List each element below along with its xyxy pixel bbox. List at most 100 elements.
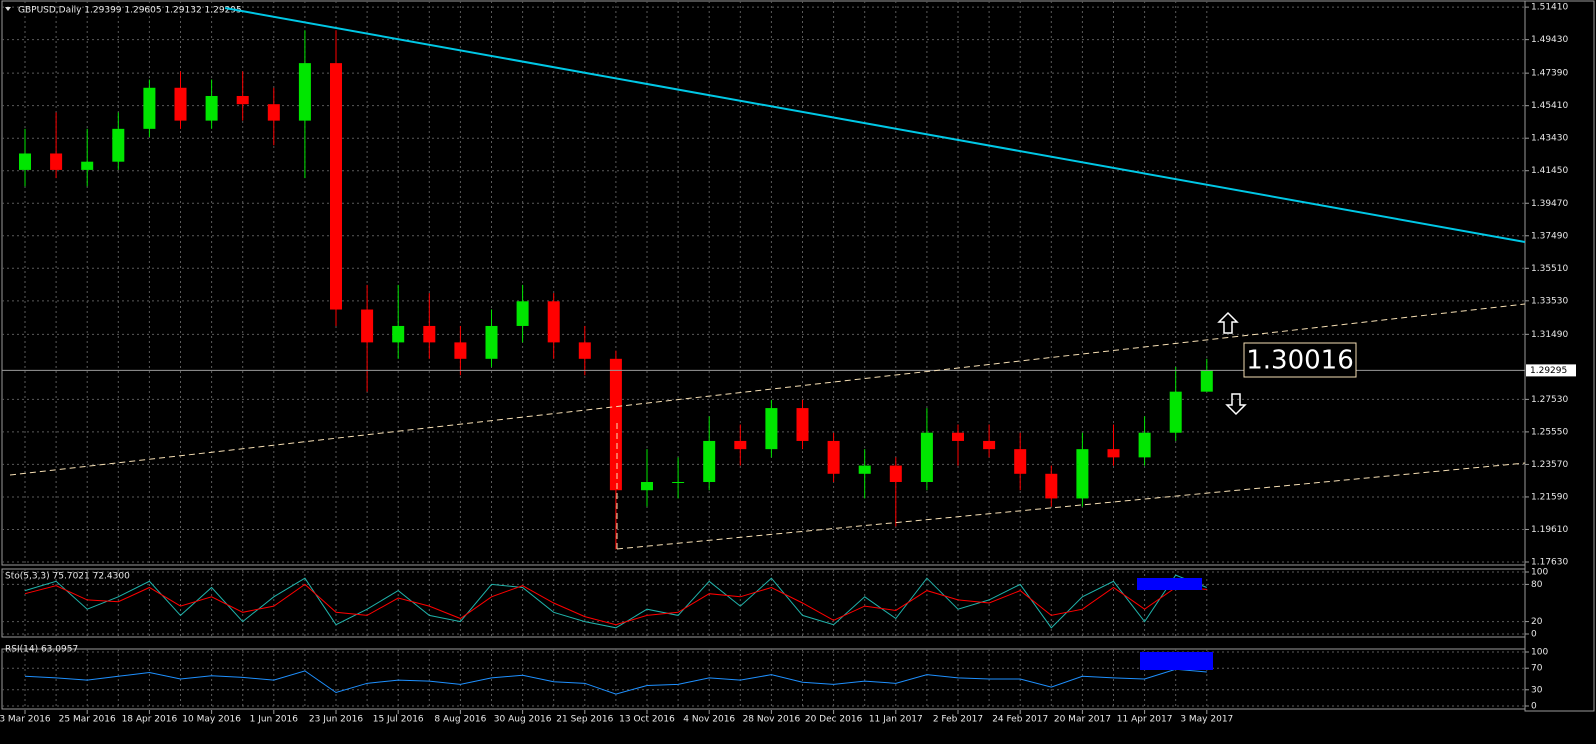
candle-body <box>81 161 94 170</box>
candle-body <box>174 87 187 121</box>
candle-body <box>143 87 156 129</box>
panel-title: Sto(5,3,3) 75.7021 72.4300 <box>5 572 130 582</box>
candle-body <box>516 301 529 326</box>
y-tick-label: 1.17630 <box>1531 558 1568 568</box>
candle-body <box>858 465 871 474</box>
candle-body <box>50 153 63 170</box>
y-tick-label: 1.49430 <box>1531 35 1568 45</box>
y-tick-label: 100 <box>1531 568 1548 578</box>
y-tick-label: 20 <box>1531 617 1543 627</box>
y-tick-label: 1.43430 <box>1531 134 1568 144</box>
candle-body <box>672 482 685 484</box>
candle-body <box>1045 473 1058 499</box>
x-tick-label: 11 Jan 2017 <box>869 715 923 725</box>
candle-body <box>765 408 778 450</box>
panel-title: RSI(14) 63.0957 <box>5 645 78 655</box>
candle-body <box>952 432 964 441</box>
candle-body <box>1138 432 1151 458</box>
y-tick-label: 1.27530 <box>1531 395 1568 405</box>
candle-body <box>236 95 249 105</box>
candle-body <box>547 301 560 343</box>
x-tick-label: 25 Mar 2016 <box>59 715 116 725</box>
y-tick-label: 100 <box>1531 648 1548 658</box>
candle-body <box>609 358 622 491</box>
y-tick-label: 80 <box>1531 580 1543 590</box>
candle-body <box>889 465 902 483</box>
candle-body <box>827 440 840 474</box>
indicator-line <box>24 583 1207 626</box>
candle-body <box>578 342 591 359</box>
y-tick-label: 1.51410 <box>1531 3 1568 13</box>
candle-body <box>1107 449 1120 458</box>
annotation: 1.30016 <box>1246 346 1354 376</box>
x-tick-label: 1 Jun 2016 <box>250 715 299 725</box>
y-tick-label: 1.25550 <box>1531 427 1568 437</box>
menu-triangle <box>5 7 11 11</box>
highlight-box <box>1137 578 1202 590</box>
indicator-line <box>24 668 1207 695</box>
candle-body <box>703 440 716 483</box>
x-tick-label: 13 Oct 2016 <box>619 715 675 725</box>
x-tick-label: 20 Dec 2016 <box>805 715 863 725</box>
y-tick-label: 1.47390 <box>1531 69 1568 79</box>
x-tick-label: 15 Jul 2016 <box>373 715 424 725</box>
x-tick-label: 3 May 2017 <box>1180 715 1233 725</box>
y-tick-label: 70 <box>1531 664 1543 674</box>
candle-body <box>112 128 125 162</box>
candle-body <box>19 153 31 170</box>
candle-body <box>392 325 405 343</box>
x-tick-label: 20 Mar 2017 <box>1054 715 1111 725</box>
y-tick-label: 1.39470 <box>1531 199 1568 209</box>
y-tick-label: 1.21590 <box>1531 492 1568 502</box>
candle-body <box>423 325 436 343</box>
y-tick-label: 30 <box>1531 685 1543 695</box>
current-price-tag <box>1526 364 1576 377</box>
x-tick-label: 11 Apr 2017 <box>1117 715 1173 725</box>
y-tick-label: 1.19610 <box>1531 525 1568 535</box>
y-tick-label: 1.41450 <box>1531 166 1568 176</box>
x-tick-label: 8 Aug 2016 <box>434 715 486 725</box>
candle-body <box>485 325 498 359</box>
arrow-down <box>1225 393 1247 416</box>
y-tick-label: 1.23570 <box>1531 460 1568 470</box>
indicator-line <box>24 574 1207 629</box>
x-tick-label: 30 Aug 2016 <box>494 715 552 725</box>
price-axis-frame <box>1524 0 1595 712</box>
candle-body <box>1014 449 1027 474</box>
y-tick-label: 1.37490 <box>1531 231 1568 241</box>
arrow-up <box>1217 311 1239 334</box>
trend-line <box>224 7 1526 243</box>
x-tick-label: 24 Feb 2017 <box>992 715 1048 725</box>
y-tick-label: 1.33530 <box>1531 296 1568 306</box>
x-tick-label: 21 Sep 2016 <box>556 715 613 725</box>
annotation-box <box>1243 342 1357 378</box>
candle-body <box>1169 391 1182 433</box>
chart-title: GBPUSD,Daily 1.29399 1.29605 1.29132 1.2… <box>18 6 242 16</box>
x-tick-label: 3 Mar 2016 <box>0 715 51 725</box>
current-price-label: 1.29295 <box>1530 366 1567 376</box>
candle-body <box>298 63 311 121</box>
x-tick-label: 10 May 2016 <box>182 715 241 725</box>
y-tick-label: 1.31490 <box>1531 330 1568 340</box>
candle-body <box>734 440 747 450</box>
y-tick-label: 0 <box>1531 630 1537 640</box>
candle-body <box>920 432 933 483</box>
x-tick-label: 4 Nov 2016 <box>683 715 735 725</box>
candle-body <box>267 104 280 121</box>
candle-body <box>361 309 374 343</box>
highlight-box <box>1140 652 1213 670</box>
y-tick-label: 0 <box>1531 702 1537 712</box>
x-tick-label: 23 Jun 2016 <box>309 715 363 725</box>
candle-body <box>1076 449 1089 499</box>
candle-body <box>796 408 809 441</box>
y-tick-label: 1.45410 <box>1531 101 1568 111</box>
candle-body <box>1200 370 1213 392</box>
y-tick-label: 1.35510 <box>1531 264 1568 274</box>
candle-body <box>454 342 467 359</box>
x-tick-label: 2 Feb 2017 <box>933 715 983 725</box>
candle-body <box>330 63 342 310</box>
channel-upper <box>9 303 1526 476</box>
candle-body <box>205 95 218 121</box>
